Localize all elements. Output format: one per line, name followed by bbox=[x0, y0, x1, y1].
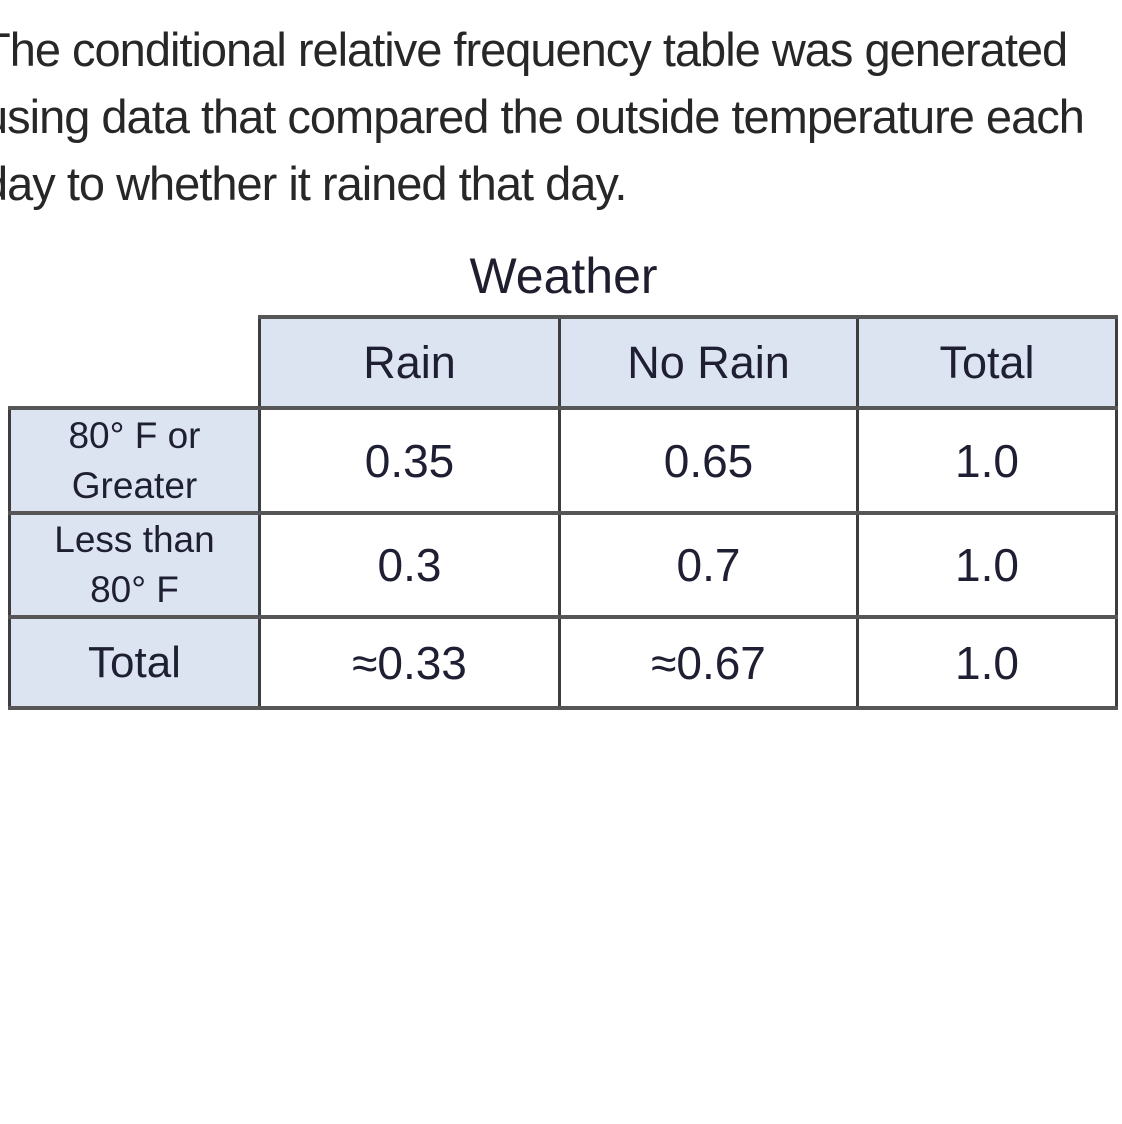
cell-80-rain: 0.35 bbox=[258, 406, 561, 515]
question-line-1: The conditional relative frequency table… bbox=[0, 23, 1068, 76]
cell-less-total: 1.0 bbox=[856, 511, 1118, 619]
table-row: Less than 80° F 0.3 0.7 1.0 bbox=[8, 511, 1118, 619]
table-title: Weather bbox=[469, 248, 658, 304]
cell-80-no-rain: 0.65 bbox=[558, 406, 859, 515]
cell-80-total: 1.0 bbox=[856, 406, 1118, 515]
cell-total-no-rain: ≈0.67 bbox=[558, 615, 859, 710]
table-header-row: Rain No Rain Total bbox=[9, 315, 1118, 410]
frequency-table: Rain No Rain Total 80° F or Greater 0.35… bbox=[8, 315, 1118, 710]
cell-total-rain: ≈0.33 bbox=[258, 615, 561, 710]
row-header-less-than-80: Less than 80° F bbox=[8, 511, 261, 619]
question-text: The conditional relative frequency table… bbox=[0, 16, 1122, 217]
column-header-total: Total bbox=[856, 315, 1118, 410]
cell-total-total: 1.0 bbox=[856, 615, 1118, 710]
cell-less-no-rain: 0.7 bbox=[558, 511, 859, 619]
corner-cell bbox=[9, 317, 260, 408]
table-row: Total ≈0.33 ≈0.67 1.0 bbox=[8, 615, 1118, 710]
table-row: 80° F or Greater 0.35 0.65 1.0 bbox=[8, 406, 1118, 515]
row-header-80-or-greater: 80° F or Greater bbox=[8, 406, 261, 515]
row-header-total: Total bbox=[8, 615, 261, 710]
cell-less-rain: 0.3 bbox=[258, 511, 561, 619]
column-header-rain: Rain bbox=[258, 315, 561, 410]
question-line-2: using data that compared the outside tem… bbox=[0, 90, 1085, 143]
question-line-3: day to whether it rained that day. bbox=[0, 157, 627, 210]
column-header-no-rain: No Rain bbox=[558, 315, 859, 410]
